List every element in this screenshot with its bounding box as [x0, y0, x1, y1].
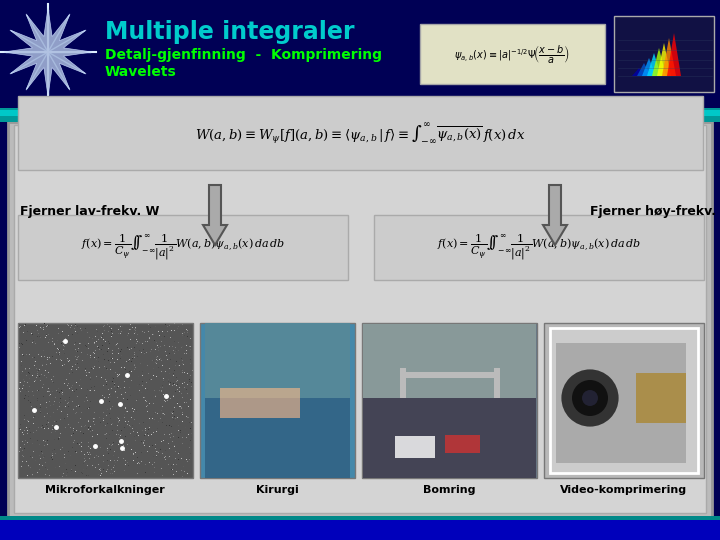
Text: Detalj-gjenfinning  -  Komprimering: Detalj-gjenfinning - Komprimering	[105, 48, 382, 62]
FancyArrow shape	[203, 185, 227, 245]
Bar	[363, 398, 536, 478]
Bar	[18, 96, 703, 170]
Bar	[544, 323, 704, 478]
Bar	[205, 323, 350, 398]
Text: Mikroforkalkninger: Mikroforkalkninger	[45, 485, 165, 495]
Bar	[0, 108, 720, 122]
Polygon shape	[662, 38, 676, 76]
Polygon shape	[632, 68, 646, 76]
Text: $W(a,b)\equiv W_\psi[f](a,b)\equiv\langle\psi_{a,b}\,|\,f\rangle\equiv\int_{-\in: $W(a,b)\equiv W_\psi[f](a,b)\equiv\langl…	[194, 121, 526, 145]
Text: $f(x)=\dfrac{1}{C_\psi}\int\!\!\!\int_{-\infty}^{\infty}\dfrac{1}{|a|^2}W(a,b)\p: $f(x)=\dfrac{1}{C_\psi}\int\!\!\!\int_{-…	[437, 232, 641, 261]
Bar	[550, 328, 698, 473]
Bar	[445, 435, 480, 453]
Bar	[420, 24, 605, 84]
Bar	[0, 110, 720, 116]
Bar	[556, 343, 686, 463]
Circle shape	[560, 368, 620, 428]
Bar	[8, 122, 712, 518]
Polygon shape	[667, 33, 681, 76]
Bar	[0, 518, 720, 540]
Bar	[0, 516, 720, 520]
Bar	[494, 368, 500, 398]
Bar	[400, 368, 406, 398]
Bar	[395, 436, 435, 458]
Text: Fjerner høy-frekv. W: Fjerner høy-frekv. W	[590, 206, 720, 219]
Bar	[374, 215, 704, 280]
Bar	[614, 16, 714, 92]
Bar	[636, 373, 686, 423]
Polygon shape	[657, 43, 671, 76]
Bar	[18, 323, 193, 478]
Bar	[200, 323, 355, 478]
Bar	[220, 388, 300, 418]
Circle shape	[572, 380, 608, 416]
Text: $f(x)=\dfrac{1}{C_\psi}\int\!\!\!\int_{-\infty}^{\infty}\dfrac{1}{|a|^2}W(a,b)\p: $f(x)=\dfrac{1}{C_\psi}\int\!\!\!\int_{-…	[81, 232, 285, 261]
Bar	[363, 324, 536, 398]
Bar	[362, 323, 537, 478]
Polygon shape	[652, 48, 666, 76]
Text: Bomring: Bomring	[423, 485, 475, 495]
Bar	[14, 125, 706, 513]
Text: $\psi_{a,b}(x)\equiv|a|^{-1/2}\Psi\!\left(\dfrac{x-b}{a}\right)$: $\psi_{a,b}(x)\equiv|a|^{-1/2}\Psi\!\lef…	[454, 43, 570, 65]
FancyArrow shape	[543, 185, 567, 245]
Bar	[0, 0, 720, 110]
Text: Wavelets: Wavelets	[105, 65, 176, 79]
Text: Kirurgi: Kirurgi	[256, 485, 298, 495]
Bar	[18, 215, 348, 280]
Polygon shape	[642, 58, 656, 76]
Polygon shape	[637, 63, 651, 76]
Text: Multiple integraler: Multiple integraler	[105, 20, 354, 44]
Text: Video-komprimering: Video-komprimering	[560, 485, 688, 495]
Bar	[400, 372, 500, 378]
Text: Fjerner lav-frekv. W: Fjerner lav-frekv. W	[20, 206, 159, 219]
Polygon shape	[4, 8, 92, 96]
Bar	[205, 398, 350, 478]
Circle shape	[582, 390, 598, 406]
Polygon shape	[647, 53, 661, 76]
